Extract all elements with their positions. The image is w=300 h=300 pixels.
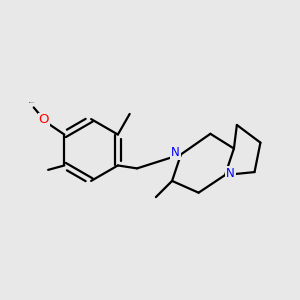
Text: N: N bbox=[226, 167, 235, 180]
Text: methoxy: methoxy bbox=[29, 102, 35, 103]
Text: O: O bbox=[38, 113, 49, 126]
Text: N: N bbox=[171, 146, 180, 159]
